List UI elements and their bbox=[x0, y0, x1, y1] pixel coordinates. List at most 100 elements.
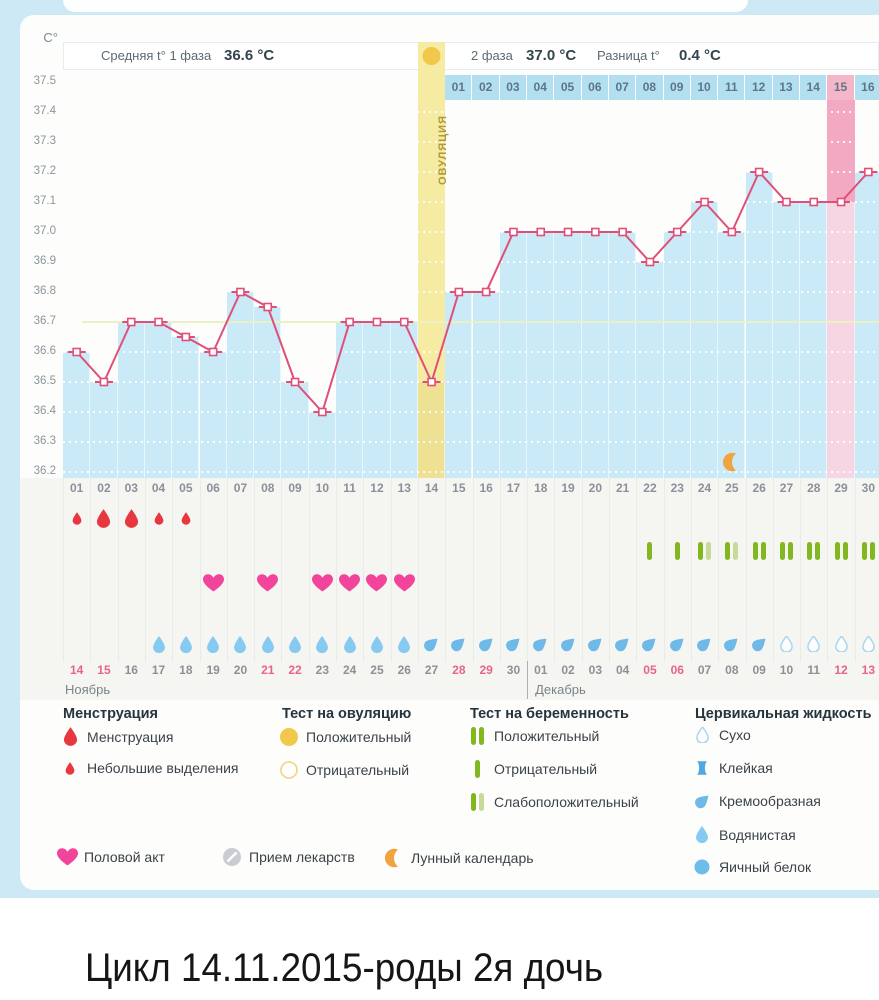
phase2-day-cell[interactable]: 04 bbox=[527, 75, 555, 100]
calendar-date[interactable]: 13 bbox=[861, 663, 876, 677]
cervical-fluid-marker-day-17[interactable] bbox=[500, 632, 527, 656]
cycle-day-label[interactable]: 02 bbox=[97, 481, 111, 495]
phase2-day-cell[interactable]: 07 bbox=[609, 75, 637, 100]
cycle-day-label[interactable]: 13 bbox=[397, 481, 411, 495]
intercourse-marker-day-8[interactable] bbox=[254, 571, 281, 595]
phase2-day-cell[interactable]: 14 bbox=[800, 75, 828, 100]
cervical-fluid-marker-day-4[interactable] bbox=[145, 632, 172, 656]
pregnancy-test-marker-day-24[interactable] bbox=[691, 539, 718, 563]
calendar-date[interactable]: 14 bbox=[69, 663, 84, 677]
calendar-date[interactable]: 09 bbox=[752, 663, 766, 677]
cycle-day-label[interactable]: 23 bbox=[670, 481, 684, 495]
pregnancy-test-marker-day-22[interactable] bbox=[636, 539, 663, 563]
cervical-fluid-marker-day-27[interactable] bbox=[773, 632, 800, 656]
cervical-fluid-marker-day-26[interactable] bbox=[746, 632, 773, 656]
cervical-fluid-marker-day-14[interactable] bbox=[418, 632, 445, 656]
calendar-date[interactable]: 23 bbox=[315, 663, 330, 677]
phase2-day-cell[interactable]: 05 bbox=[554, 75, 582, 100]
phase2-day-cell[interactable]: 15 bbox=[827, 75, 855, 100]
temperature-bar-day-30[interactable] bbox=[854, 172, 879, 478]
temperature-bar-day-1[interactable] bbox=[63, 352, 91, 478]
cervical-fluid-marker-day-8[interactable] bbox=[254, 632, 281, 656]
cycle-day-label[interactable]: 04 bbox=[151, 481, 166, 495]
phase2-day-cell[interactable]: 12 bbox=[745, 75, 773, 100]
calendar-date[interactable]: 04 bbox=[615, 663, 630, 677]
temperature-bar-day-24[interactable] bbox=[690, 202, 719, 478]
cervical-fluid-marker-day-9[interactable] bbox=[281, 632, 308, 656]
temperature-bar-day-10[interactable] bbox=[308, 412, 336, 478]
cervical-fluid-marker-day-21[interactable] bbox=[609, 632, 636, 656]
temperature-bar-day-11[interactable] bbox=[336, 322, 364, 478]
cycle-day-label[interactable]: 12 bbox=[370, 481, 384, 495]
menstruation-marker-day-5[interactable] bbox=[172, 506, 199, 530]
cycle-day-label[interactable]: 06 bbox=[206, 481, 220, 495]
temperature-bar-day-22[interactable] bbox=[636, 262, 664, 478]
cervical-fluid-marker-day-28[interactable] bbox=[800, 632, 827, 656]
cycle-day-label[interactable]: 05 bbox=[179, 481, 193, 495]
cycle-day-label[interactable]: 20 bbox=[588, 481, 603, 495]
intercourse-marker-day-12[interactable] bbox=[363, 571, 390, 595]
temperature-bar-day-9[interactable] bbox=[281, 382, 309, 478]
phase2-day-cell[interactable]: 01 bbox=[445, 75, 473, 100]
cycle-day-label[interactable]: 03 bbox=[124, 481, 138, 495]
calendar-date[interactable]: 10 bbox=[779, 663, 794, 677]
cycle-day-label[interactable]: 15 bbox=[452, 481, 466, 495]
cycle-day-label[interactable]: 10 bbox=[315, 481, 330, 495]
temperature-bar-day-7[interactable] bbox=[226, 292, 255, 478]
cervical-fluid-marker-day-19[interactable] bbox=[554, 632, 581, 656]
cycle-day-label[interactable]: 24 bbox=[697, 481, 712, 495]
cycle-day-label[interactable]: 14 bbox=[424, 481, 439, 495]
calendar-date[interactable]: 03 bbox=[588, 663, 603, 677]
calendar-date[interactable]: 17 bbox=[151, 663, 166, 677]
cervical-fluid-marker-day-6[interactable] bbox=[200, 632, 227, 656]
calendar-date[interactable]: 01 bbox=[534, 663, 548, 677]
temperature-bar-day-12[interactable] bbox=[363, 322, 391, 478]
pregnancy-test-marker-day-28[interactable] bbox=[800, 539, 827, 563]
cycle-day-label[interactable]: 28 bbox=[807, 481, 821, 495]
calendar-date[interactable]: 24 bbox=[342, 663, 357, 677]
calendar-date[interactable]: 22 bbox=[288, 663, 302, 677]
cervical-fluid-marker-day-23[interactable] bbox=[664, 632, 691, 656]
intercourse-marker-day-11[interactable] bbox=[336, 571, 363, 595]
cervical-fluid-marker-day-13[interactable] bbox=[391, 632, 418, 656]
temperature-bar-day-27[interactable] bbox=[772, 202, 801, 478]
cervical-fluid-marker-day-15[interactable] bbox=[445, 632, 472, 656]
calendar-date[interactable]: 08 bbox=[725, 663, 739, 677]
cervical-fluid-marker-day-29[interactable] bbox=[827, 632, 854, 656]
phase2-day-cell[interactable]: 06 bbox=[582, 75, 609, 100]
cycle-day-label[interactable]: 25 bbox=[725, 481, 739, 495]
cervical-fluid-marker-day-25[interactable] bbox=[718, 632, 745, 656]
calendar-date[interactable]: 05 bbox=[643, 663, 657, 677]
pregnancy-test-marker-day-27[interactable] bbox=[773, 539, 800, 563]
cervical-fluid-marker-day-16[interactable] bbox=[473, 632, 500, 656]
pregnancy-test-marker-day-29[interactable] bbox=[827, 539, 854, 563]
calendar-date[interactable]: 06 bbox=[670, 663, 684, 677]
cycle-day-label[interactable]: 29 bbox=[834, 481, 848, 495]
phase2-day-cell[interactable]: 02 bbox=[472, 75, 500, 100]
temperature-bar-day-2[interactable] bbox=[90, 382, 118, 478]
temperature-bar-day-28[interactable] bbox=[800, 202, 828, 478]
pregnancy-test-marker-day-30[interactable] bbox=[855, 539, 879, 563]
cervical-fluid-marker-day-12[interactable] bbox=[363, 632, 390, 656]
cycle-day-label[interactable]: 07 bbox=[233, 481, 248, 495]
phase2-day-cell[interactable]: 13 bbox=[773, 75, 801, 100]
cycle-day-label[interactable]: 08 bbox=[261, 481, 275, 495]
cervical-fluid-marker-day-5[interactable] bbox=[172, 632, 199, 656]
cervical-fluid-marker-day-30[interactable] bbox=[855, 632, 879, 656]
calendar-date[interactable]: 15 bbox=[97, 663, 111, 677]
cycle-day-label[interactable]: 11 bbox=[343, 481, 356, 495]
calendar-date[interactable]: 29 bbox=[479, 663, 493, 677]
cycle-day-label[interactable]: 21 bbox=[615, 481, 630, 495]
cycle-day-label[interactable]: 30 bbox=[861, 481, 876, 495]
calendar-date[interactable]: 28 bbox=[452, 663, 466, 677]
calendar-date[interactable]: 19 bbox=[206, 663, 220, 677]
menstruation-marker-day-3[interactable] bbox=[118, 506, 145, 530]
calendar-date[interactable]: 07 bbox=[697, 663, 712, 677]
calendar-date[interactable]: 21 bbox=[261, 663, 275, 677]
cycle-day-label[interactable]: 19 bbox=[561, 481, 575, 495]
intercourse-marker-day-6[interactable] bbox=[200, 571, 227, 595]
temperature-bar-day-29[interactable] bbox=[827, 202, 855, 478]
calendar-date[interactable]: 11 bbox=[807, 663, 821, 677]
phase2-day-cell[interactable]: 03 bbox=[500, 75, 528, 100]
cervical-fluid-marker-day-22[interactable] bbox=[636, 632, 663, 656]
